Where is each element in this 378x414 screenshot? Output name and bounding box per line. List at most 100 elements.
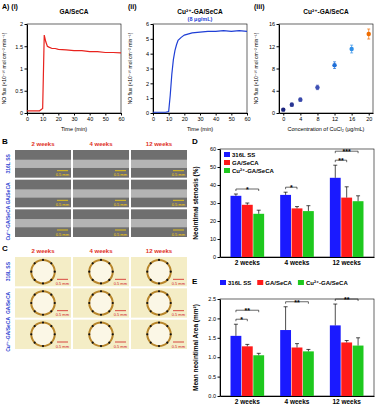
strut [50, 325, 52, 327]
bar [353, 201, 364, 257]
tick-label: 8 [272, 66, 275, 72]
tick-mark [218, 167, 221, 168]
xticks-axis: 048121620 [280, 113, 374, 122]
strut [92, 294, 94, 296]
tick-label: 4 [299, 116, 302, 122]
tick-label: 2.5 [208, 296, 216, 302]
scale-bar [57, 200, 68, 201]
strut [34, 262, 36, 264]
tick-mark [218, 203, 221, 204]
strut [158, 290, 160, 292]
tick: 1.5 [15, 44, 27, 50]
strut [30, 271, 32, 273]
bar [280, 330, 291, 396]
scale-bar [115, 279, 126, 280]
strut [42, 345, 44, 347]
axis-line [279, 25, 280, 114]
strut [150, 325, 152, 327]
image [15, 180, 71, 208]
data-area [231, 165, 364, 257]
legend-swatch [257, 280, 263, 285]
axis-line [153, 25, 154, 114]
tick-label: 0 [282, 116, 285, 122]
strut [42, 282, 44, 284]
tick: 20 [56, 113, 62, 122]
y-axis-title: Neointimal stenosis (%) [192, 166, 200, 239]
data-area [27, 35, 121, 111]
panel-label: (iii) [254, 3, 265, 11]
scale-bar [173, 310, 184, 311]
column-label: 4 weeks [89, 141, 113, 147]
tick-mark [25, 113, 28, 114]
strut [92, 279, 94, 281]
tick: 2 weeks [235, 398, 260, 405]
significance-label: ** [294, 299, 300, 306]
strut [50, 279, 52, 281]
tick-mark [218, 377, 221, 378]
x-axis-title: Time (min) [61, 126, 87, 132]
point [315, 85, 319, 89]
scale-bar [57, 310, 68, 311]
yticks-axis: 0123456 [146, 21, 154, 116]
strut [92, 325, 94, 327]
image-cell: 0.5 mm [73, 209, 129, 237]
scale-bar-label: 0.5 mm [172, 281, 186, 286]
legend-swatch [298, 280, 304, 285]
tick-label: 50 [103, 116, 109, 122]
tick-label: 0 [152, 116, 155, 122]
tick-label: 2.0 [208, 316, 216, 322]
scale-bar [173, 279, 184, 280]
scale-bar-label: 0.5 mm [114, 344, 128, 349]
image-cell: 0.5 mm [131, 209, 187, 237]
tick: 2 [20, 21, 27, 27]
strut [146, 271, 148, 273]
bar [353, 346, 364, 396]
tick-label: 20 [56, 116, 62, 122]
column-label: 2 weeks [31, 141, 55, 147]
tick-label: 60 [118, 116, 124, 122]
vessel-ring [89, 260, 112, 283]
tick-label: 3 [146, 66, 149, 72]
tick: 5 [146, 36, 153, 42]
scale-bar [115, 200, 126, 201]
legend-swatch [224, 160, 230, 165]
tick: 0 [272, 110, 279, 116]
image-cell: 0.5 mm [15, 320, 71, 349]
legend-item: Cu²⁺-GA/SeCA [298, 280, 349, 286]
panel-label: D [192, 137, 198, 146]
bar [292, 208, 303, 257]
vessel-ring [31, 291, 54, 314]
tick-label: 10 [40, 116, 46, 122]
tick: 30 [71, 113, 77, 122]
significance-label: * [290, 184, 293, 191]
plot: 01020304050600123456 [146, 21, 251, 122]
tick-label: 30 [197, 116, 203, 122]
tick: 16 [269, 21, 279, 27]
image-cell: 0.5 mm [15, 257, 71, 286]
row-label: GA/SeCA [5, 292, 11, 315]
vessel-ring [147, 323, 170, 346]
tick-mark [151, 39, 154, 40]
point [349, 47, 353, 51]
bar [330, 178, 341, 257]
tick-mark [218, 149, 221, 150]
tick-mark [218, 221, 221, 222]
strut [88, 302, 90, 304]
scale-bar-label: 0.5 mm [56, 312, 70, 317]
significance-label: * [246, 186, 249, 193]
x-axis-title: Time (min) [187, 126, 213, 132]
legend-label: Cu²⁺-GA/SeCA [306, 280, 349, 286]
image-cell: 0.5 mm [15, 209, 71, 237]
strut [50, 262, 52, 264]
yticks-axis: 0481216 [269, 21, 280, 116]
tick-mark [25, 91, 28, 92]
error-bar [356, 196, 360, 201]
error-bar [299, 98, 302, 101]
tick-mark [277, 46, 280, 47]
error-bar [295, 207, 299, 209]
tick: 0 [213, 254, 220, 260]
column-label: 4 weeks [89, 248, 113, 254]
tick-mark [218, 357, 221, 358]
bar [292, 348, 303, 397]
plot-frame [27, 24, 121, 113]
